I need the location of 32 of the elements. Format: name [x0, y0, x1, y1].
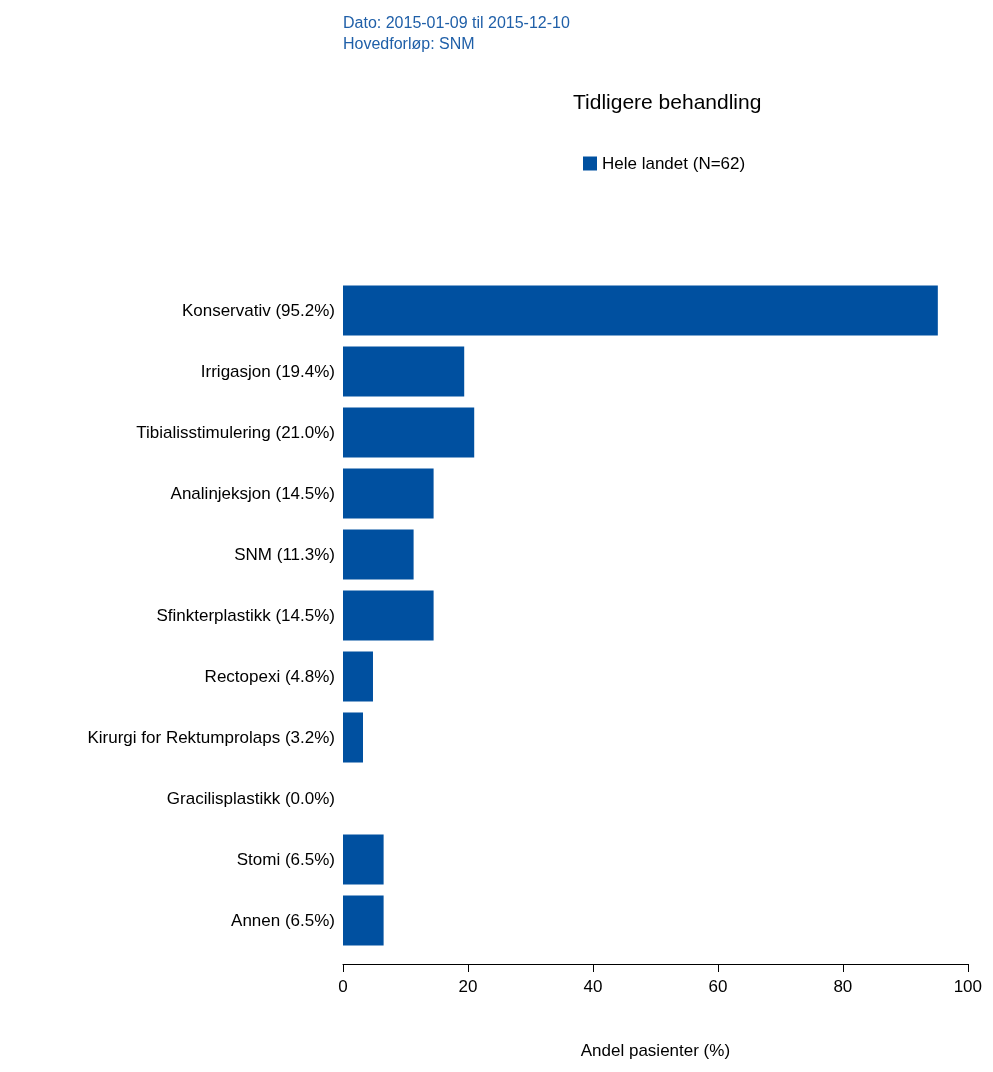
y-tick-label: Sfinkterplastikk (14.5%) — [156, 606, 335, 625]
y-tick-label: Gracilisplastikk (0.0%) — [166, 789, 335, 808]
y-tick-label: SNM (11.3%) — [234, 545, 335, 564]
y-tick-label: Analinjeksjon (14.5%) — [170, 484, 335, 503]
y-tick-label: Kirurgi for Rektumprolaps (3.2%) — [87, 728, 335, 747]
y-tick-label: Konservativ (95.2%) — [181, 301, 335, 320]
y-tick-label: Irrigasjon (19.4%) — [200, 362, 335, 381]
bar — [343, 285, 938, 336]
x-tick-label: 60 — [708, 977, 728, 996]
text: Dato: 2015-01-09 til 2015-12-10 — [343, 13, 570, 31]
x-axis-title: Andel pasienter (%) — [580, 1041, 731, 1060]
bar — [343, 834, 384, 885]
bar — [343, 407, 475, 458]
x-tick-label: 20 — [458, 977, 478, 996]
text: Hovedforløp: SNM — [343, 34, 475, 52]
bar — [343, 712, 363, 763]
y-tick-label: Annen (6.5%) — [231, 911, 335, 930]
y-tick-label: Stomi (6.5%) — [236, 850, 335, 869]
x-tick-label: 100 — [953, 977, 983, 996]
bar — [343, 895, 384, 946]
x-tick-label: 0 — [338, 977, 348, 996]
x-tick-label: 80 — [833, 977, 853, 996]
bar — [343, 529, 414, 580]
bar — [343, 346, 465, 397]
legend-label: Hele landet (N=62) — [602, 154, 746, 173]
bar — [343, 468, 434, 519]
x-tick-label: 40 — [583, 977, 603, 996]
y-tick-label: Tibialisstimulering (21.0%) — [136, 423, 335, 442]
chart-title: Tidligere behandling — [573, 90, 762, 113]
bar — [343, 590, 434, 641]
bar — [343, 651, 373, 702]
y-tick-label: Rectopexi (4.8%) — [204, 667, 335, 686]
